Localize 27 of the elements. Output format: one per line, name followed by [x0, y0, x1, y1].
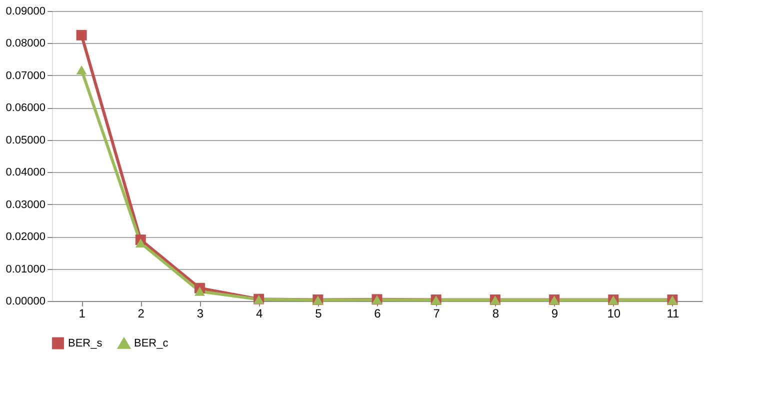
legend-label: BER_s [68, 337, 103, 350]
x-tick-label: 4 [256, 306, 263, 320]
x-tick-label: 3 [196, 306, 204, 320]
x-tick-label: 6 [374, 306, 382, 320]
legend-label: BER_c [134, 338, 169, 350]
y-tick-label: 0.02000 [6, 231, 46, 244]
y-tick-label: 0.06000 [6, 102, 46, 114]
x-tick-label: 7 [433, 306, 440, 320]
y-tick-label: 0.09000 [6, 6, 46, 18]
x-tick-label: 11 [666, 306, 680, 320]
x-tick-label: 1 [78, 306, 86, 320]
y-tick-label: 0.00000 [6, 296, 46, 308]
point [76, 65, 87, 75]
y-tick-label: 0.05000 [6, 134, 46, 146]
point [76, 30, 87, 40]
y-tick-label: 0.08000 [6, 38, 46, 50]
point [194, 286, 205, 296]
x-tick-label: 2 [138, 306, 145, 320]
x-tick-label: 8 [492, 306, 500, 320]
point [135, 238, 146, 248]
y-tick-label: 0.03000 [6, 198, 46, 211]
y-tick-label: 0.01000 [6, 263, 46, 276]
x-tick-label: 10 [607, 306, 621, 320]
x-tick-label: 9 [551, 306, 558, 320]
y-tick-label: 0.07000 [6, 70, 46, 82]
y-tick-label: 0.04000 [6, 166, 46, 179]
x-tick-label: 5 [315, 306, 322, 320]
